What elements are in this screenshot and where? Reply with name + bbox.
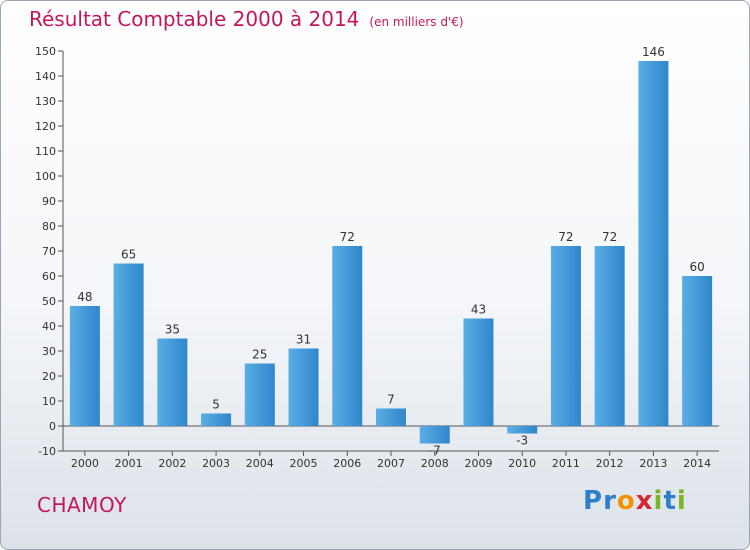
bar xyxy=(332,246,363,426)
data-label: -7 xyxy=(429,444,441,458)
data-label: 72 xyxy=(340,230,355,244)
x-tick-label: 2014 xyxy=(683,457,711,470)
y-tick-label: 20 xyxy=(42,370,56,383)
bar xyxy=(550,246,581,426)
y-tick-label: 80 xyxy=(42,220,56,233)
logo-letter: x xyxy=(635,486,654,516)
bar xyxy=(201,413,232,426)
y-tick-label: 150 xyxy=(35,45,56,58)
y-tick-label: 30 xyxy=(42,345,56,358)
bar xyxy=(419,426,450,444)
x-tick-label: 2008 xyxy=(421,457,449,470)
x-tick-label: 2010 xyxy=(508,457,536,470)
title-text: Résultat Comptable 2000 à 2014 xyxy=(29,7,360,31)
x-tick-label: 2013 xyxy=(639,457,667,470)
logo-letter: P xyxy=(583,486,604,516)
bar xyxy=(244,363,275,426)
y-tick-label: 90 xyxy=(42,195,56,208)
y-tick-label: 40 xyxy=(42,320,56,333)
x-tick-label: 2002 xyxy=(158,457,186,470)
bar xyxy=(638,61,669,426)
bar xyxy=(69,306,100,426)
proxiti-logo: Proxiti xyxy=(583,486,687,516)
title-unit: (en milliers d'€) xyxy=(369,15,464,29)
bar xyxy=(288,348,319,426)
x-tick-label: 2012 xyxy=(596,457,624,470)
x-tick-label: 2006 xyxy=(333,457,361,470)
bar xyxy=(507,426,538,434)
x-tick-label: 2004 xyxy=(246,457,274,470)
data-label: 72 xyxy=(602,230,617,244)
commune-name: CHAMOY xyxy=(37,493,127,517)
y-tick-label: 0 xyxy=(49,420,56,433)
data-label: 48 xyxy=(77,290,92,304)
logo-letter: r xyxy=(603,486,617,516)
data-label: 7 xyxy=(387,393,395,407)
x-tick-label: 2011 xyxy=(552,457,580,470)
y-tick-label: 100 xyxy=(35,170,56,183)
bar xyxy=(463,318,494,426)
data-label: 5 xyxy=(212,398,220,412)
x-tick-label: 2009 xyxy=(464,457,492,470)
bar xyxy=(682,276,713,426)
x-tick-label: 2003 xyxy=(202,457,230,470)
x-tick-label: 2007 xyxy=(377,457,405,470)
data-label: 65 xyxy=(121,248,136,262)
data-label: -3 xyxy=(516,434,528,448)
bar xyxy=(113,263,144,426)
data-label: 43 xyxy=(471,303,486,317)
bar xyxy=(594,246,625,426)
logo-letter: t xyxy=(663,486,677,516)
data-label: 146 xyxy=(642,45,665,59)
logo-letter: i xyxy=(653,486,664,516)
y-tick-label: 70 xyxy=(42,245,56,258)
bar xyxy=(157,338,188,426)
y-tick-label: 130 xyxy=(35,95,56,108)
data-label: 35 xyxy=(165,323,180,337)
y-tick-label: -10 xyxy=(38,445,56,458)
data-label: 72 xyxy=(558,230,573,244)
data-label: 25 xyxy=(252,348,267,362)
logo-letter: i xyxy=(676,486,687,516)
bar xyxy=(376,408,406,426)
data-label: 60 xyxy=(689,260,704,274)
y-tick-label: 110 xyxy=(35,145,56,158)
y-tick-label: 50 xyxy=(42,295,56,308)
x-tick-label: 2001 xyxy=(115,457,143,470)
data-label: 31 xyxy=(296,333,311,347)
chart-title: Résultat Comptable 2000 à 2014 (en millie… xyxy=(29,7,464,31)
y-tick-label: 120 xyxy=(35,120,56,133)
logo-letter: o xyxy=(616,486,636,516)
x-tick-label: 2000 xyxy=(71,457,99,470)
y-tick-label: 140 xyxy=(35,70,56,83)
y-tick-label: 60 xyxy=(42,270,56,283)
x-tick-label: 2005 xyxy=(290,457,318,470)
y-tick-label: 10 xyxy=(42,395,56,408)
